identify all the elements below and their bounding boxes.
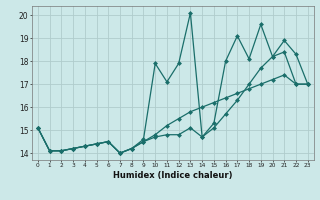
X-axis label: Humidex (Indice chaleur): Humidex (Indice chaleur) bbox=[113, 171, 233, 180]
